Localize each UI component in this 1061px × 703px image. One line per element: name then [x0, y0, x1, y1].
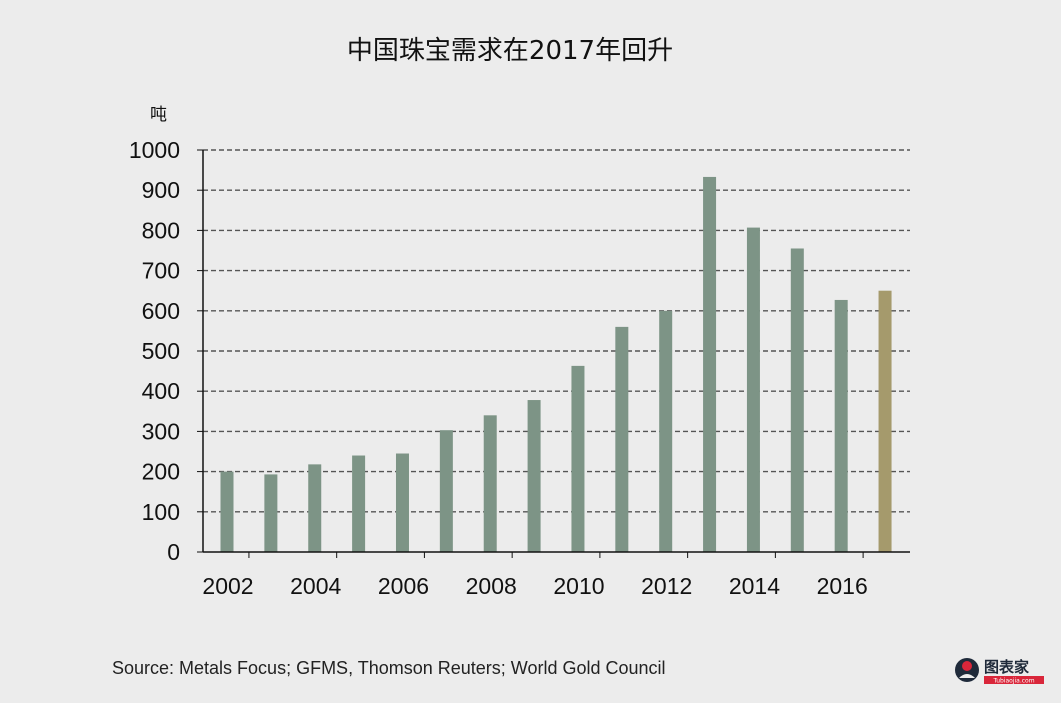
- chart-title: 中国珠宝需求在2017年回升: [346, 36, 674, 66]
- bar-2016: [834, 299, 848, 552]
- y-tick-labels: 0 100 200 300 400 500 600 700 800 900 1000: [129, 137, 203, 565]
- x-tick-labels: 2002 2004 2006 2008 2010 2012 2014 2016: [202, 552, 868, 599]
- bar-2002: [220, 471, 234, 552]
- y-tick-label: 100: [142, 499, 180, 525]
- bars: [220, 176, 892, 553]
- bar-2014: [746, 227, 760, 552]
- y-tick-label: 1000: [129, 137, 180, 163]
- bar-2005: [352, 455, 366, 552]
- bar-2004: [308, 464, 322, 552]
- y-tick-label: 200: [142, 459, 180, 485]
- y-tick-label: 0: [167, 539, 180, 565]
- x-tick-label: 2004: [290, 573, 341, 599]
- watermark-subtext: Tubiaojia.com: [992, 678, 1034, 685]
- watermark-logo-icon: 图表家 Tubiaojia.com: [955, 658, 1044, 685]
- bar-2011: [615, 326, 629, 552]
- x-tick-label: 2012: [641, 573, 692, 599]
- bar-2017: [878, 290, 892, 552]
- bar-2013: [703, 176, 717, 552]
- bar-2003: [264, 474, 278, 552]
- bar-2007: [439, 430, 453, 552]
- bar-2008: [483, 415, 497, 552]
- y-axis-unit-label: 吨: [150, 105, 167, 125]
- x-tick-label: 2008: [466, 573, 517, 599]
- bar-2015: [790, 248, 804, 553]
- grid-lines: [203, 149, 910, 513]
- y-tick-label: 600: [142, 298, 180, 324]
- bar-2006: [395, 453, 409, 552]
- y-tick-label: 400: [142, 378, 180, 404]
- y-tick-label: 900: [142, 177, 180, 203]
- y-tick-label: 700: [142, 258, 180, 284]
- x-tick-label: 2016: [817, 573, 868, 599]
- bar-2012: [659, 310, 673, 552]
- x-tick-label: 2010: [553, 573, 604, 599]
- y-tick-label: 500: [142, 338, 180, 364]
- y-tick-label: 800: [142, 217, 180, 243]
- bar-2009: [527, 400, 541, 552]
- bar-2010: [571, 365, 585, 552]
- watermark-text: 图表家: [984, 658, 1029, 676]
- x-tick-label: 2006: [378, 573, 429, 599]
- x-tick-label: 2014: [729, 573, 780, 599]
- source-note: Source: Metals Focus; GFMS, Thomson Reut…: [112, 658, 666, 678]
- y-tick-label: 300: [142, 418, 180, 444]
- x-tick-label: 2002: [202, 573, 253, 599]
